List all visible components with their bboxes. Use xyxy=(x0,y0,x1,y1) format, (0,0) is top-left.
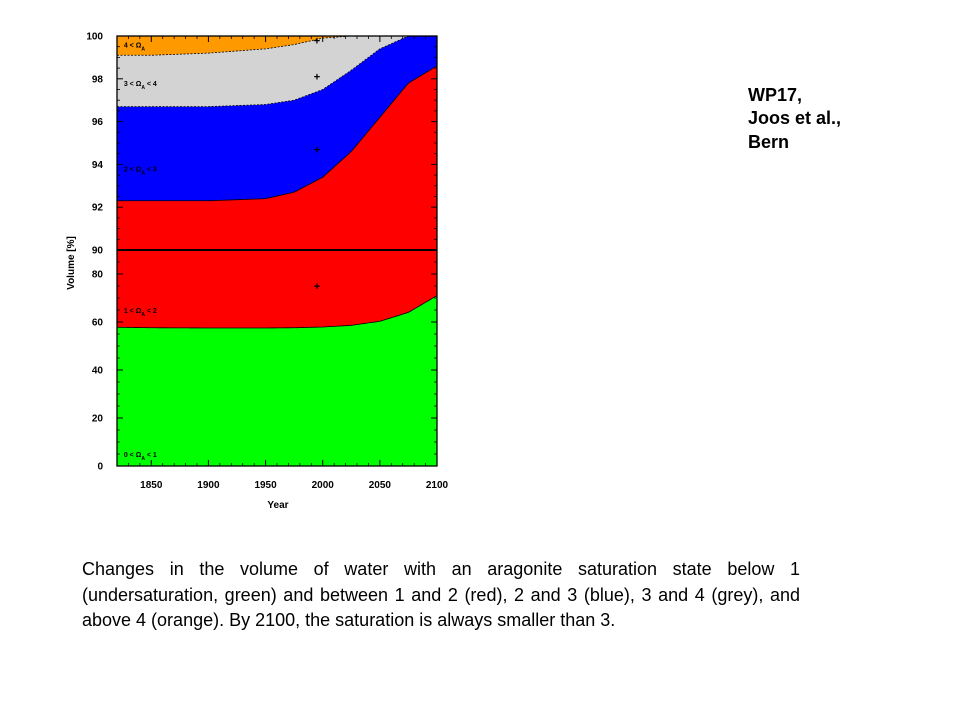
y-tick-label: 20 xyxy=(92,414,104,425)
boundary-line xyxy=(116,295,438,329)
x-tick-label: 1950 xyxy=(254,480,277,491)
volume-chart: 1850 1900 1950 2000 2050 2100 0 20 40 60 80 90 92 94 9… xyxy=(66,32,449,512)
y-tick-label: 94 xyxy=(92,160,104,171)
y-tick-label: 80 xyxy=(92,270,104,281)
plot-areas xyxy=(116,35,438,466)
region-label: 0 < ΩA < 1 xyxy=(124,452,157,462)
axis-ticks: 1850 1900 1950 2000 2050 2100 0 20 40 60 80 90 92 94 9… xyxy=(86,32,448,492)
y-tick-label: 98 xyxy=(92,74,104,85)
plus-markers: + + + + xyxy=(314,35,320,293)
y-tick-label: 96 xyxy=(92,117,104,128)
area-omega-1-2 xyxy=(117,65,437,329)
region-label: 4 < ΩA xyxy=(124,43,145,53)
boundary-line xyxy=(117,35,437,108)
plus-marker: + xyxy=(314,35,320,47)
region-label: 1 < ΩA < 2 xyxy=(124,308,157,318)
figure-caption: Changes in the volume of water with an a… xyxy=(82,559,800,631)
area-omega-above-4 xyxy=(117,36,437,56)
region-labels: 0 < ΩA < 1 1 < ΩA < 2 2 < ΩA < 3 3 < ΩA < 4… xyxy=(124,43,157,462)
y-tick-label: 0 xyxy=(97,462,103,473)
region-label: 3 < ΩA < 4 xyxy=(124,81,157,91)
credit-line: Bern xyxy=(748,131,790,152)
author-credit: WP17, Joos et al., Bern xyxy=(748,84,841,154)
plus-marker: + xyxy=(314,144,320,156)
region-label: 2 < ΩA < 3 xyxy=(124,167,157,177)
x-tick-label: 2100 xyxy=(426,480,449,491)
y-axis-title: Volume [%] xyxy=(66,236,77,290)
x-tick-label: 2000 xyxy=(312,480,335,491)
y-tick-label: 92 xyxy=(92,203,104,214)
credit-line: WP17, xyxy=(748,85,803,105)
y-tick-label: 100 xyxy=(86,32,103,43)
y-tick-label: 60 xyxy=(92,318,104,329)
x-tick-label: 2050 xyxy=(369,480,392,491)
y-tick-label: 40 xyxy=(92,366,104,377)
boundary-line xyxy=(117,65,438,202)
x-tick-label: 1850 xyxy=(140,480,163,491)
area-omega-0-1 xyxy=(117,295,437,466)
area-omega-3-4 xyxy=(117,36,437,107)
plus-marker: + xyxy=(314,281,320,293)
x-tick-label: 1900 xyxy=(197,480,220,491)
y-tick-label: 90 xyxy=(92,246,104,257)
credit-line: Joos et al., xyxy=(748,108,842,129)
plus-marker: + xyxy=(314,72,320,84)
area-omega-2-3 xyxy=(117,36,437,201)
x-axis-title: Year xyxy=(267,500,288,511)
